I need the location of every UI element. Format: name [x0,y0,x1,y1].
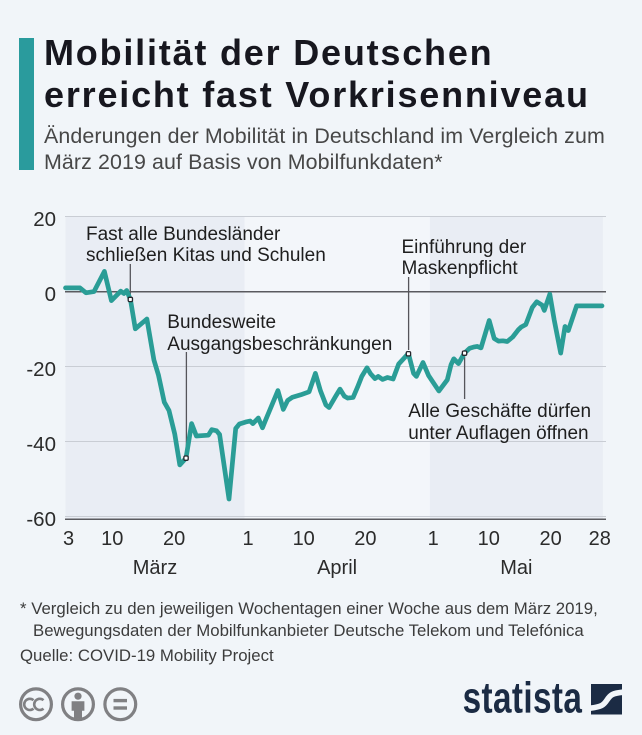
svg-text:statista: statista [463,678,583,723]
